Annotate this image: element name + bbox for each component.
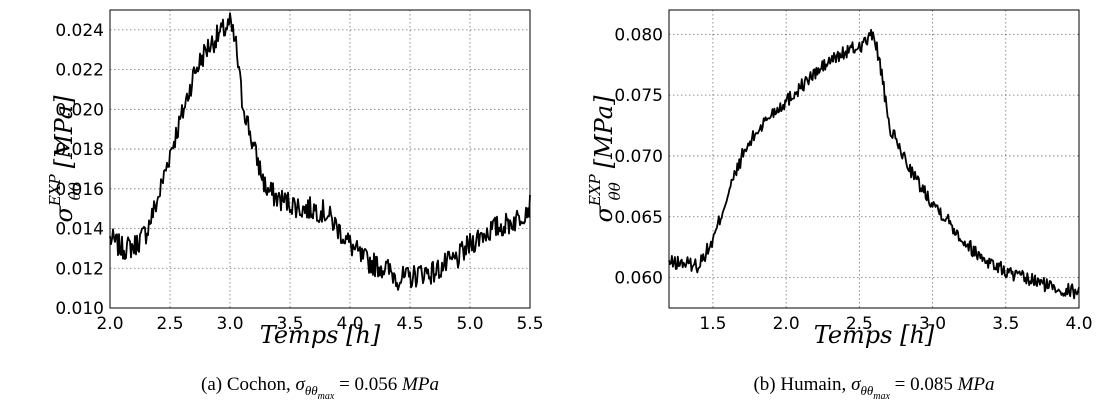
x-axis-label-b: Temps [h] <box>814 321 935 349</box>
x-tick-label-b: 2.5 <box>846 314 873 334</box>
y-tick-label-a: 0.014 <box>55 220 104 240</box>
y-label-superscript-b: EXP <box>586 173 604 207</box>
caption-b: (b) Humain, σθθmax = 0.085 MPa <box>753 374 994 402</box>
x-tick-label-a: 3.0 <box>216 314 243 334</box>
chart-panel-a: 2.0 2.5 3.0 3.5 4.0 4.5 5.0 5.5 0.010 0.012 0.014… <box>46 9 544 402</box>
caption-a: (a) Cochon, σθθmax = 0.056 MPa <box>201 374 439 402</box>
y-label-unit-a: [MPa] <box>50 95 78 168</box>
x-tick-label-b: 3.0 <box>919 314 946 334</box>
y-axis-label-a: σEXP θθ [MPa] <box>46 95 84 223</box>
x-tick-label-a: 4.5 <box>396 314 423 334</box>
plot-frame-a <box>109 9 531 309</box>
y-label-unit-b: [MPa] <box>590 95 618 168</box>
x-tick-label-a: 5.5 <box>516 314 543 334</box>
grid-b <box>669 10 1080 308</box>
y-label-subscript-a: θθ <box>66 182 84 200</box>
y-tick-label-a: 0.018 <box>55 140 104 160</box>
y-ticks-b: 0.060 0.065 0.070 0.075 0.080 <box>614 25 663 288</box>
y-tick-label-a: 0.012 <box>55 259 104 279</box>
x-tick-label-a: 3.5 <box>276 314 303 334</box>
x-tick-label-a: 2.5 <box>156 314 183 334</box>
y-tick-label-a: 0.024 <box>55 21 104 41</box>
y-label-symbol-a: σ <box>50 205 78 222</box>
y-tick-label-a: 0.020 <box>55 100 104 120</box>
y-tick-label-b: 0.080 <box>614 25 663 45</box>
x-axis-label-a: Temps [h] <box>260 321 381 349</box>
y-label-subscript-b: θθ <box>606 182 624 200</box>
y-tick-label-b: 0.060 <box>614 269 663 289</box>
y-tick-label-b: 0.065 <box>614 208 663 228</box>
y-label-symbol-b: σ <box>590 205 618 222</box>
y-tick-label-a: 0.010 <box>55 299 104 319</box>
x-tick-label-b: 3.5 <box>992 314 1019 334</box>
x-tick-label-a: 2.0 <box>96 314 123 334</box>
y-ticks-a: 0.010 0.012 0.014 0.016 0.018 0.020 0.022 0.024 <box>55 21 104 319</box>
y-axis-label-b: σEXP θθ [MPa] <box>586 95 624 223</box>
x-tick-label-a: 5.0 <box>456 314 483 334</box>
y-label-superscript-a: EXP <box>46 173 64 207</box>
grid-a <box>109 10 531 309</box>
plot-frame-b <box>668 9 1080 309</box>
x-ticks-b: 1.5 2.0 2.5 3.0 3.5 4.0 <box>699 314 1092 334</box>
x-ticks-a: 2.0 2.5 3.0 3.5 4.0 4.5 5.0 5.5 <box>96 314 543 334</box>
y-tick-label-b: 0.070 <box>614 147 663 167</box>
series-line-b <box>668 28 1080 300</box>
x-tick-label-b: 2.0 <box>773 314 800 334</box>
y-tick-label-a: 0.016 <box>55 180 104 200</box>
y-tick-label-b: 0.075 <box>614 86 663 106</box>
y-tick-label-a: 0.022 <box>55 61 104 81</box>
chart-panel-b: 1.5 2.0 2.5 3.0 3.5 4.0 0.0600.0650.0700.0750… <box>586 9 1093 402</box>
series-line-a <box>109 12 531 291</box>
x-tick-label-a: 4.0 <box>336 314 363 334</box>
x-tick-label-b: 4.0 <box>1065 314 1092 334</box>
x-tick-label-b: 1.5 <box>699 314 726 334</box>
